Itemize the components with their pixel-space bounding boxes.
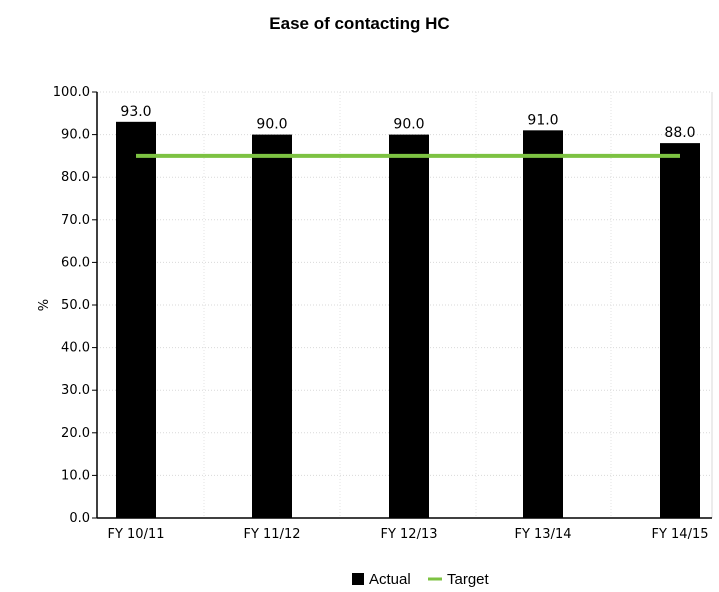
labels-layer: 0.0 10.0 20.0 30.0 40.0 50.0 60.0 70.0 80.0 90.0 1… xyxy=(37,85,709,542)
x-tick-label: FY 10/11 xyxy=(107,527,164,542)
legend-label-actual: Actual xyxy=(369,571,411,588)
x-tick-label: FY 12/13 xyxy=(380,527,437,542)
legend-label-target: Target xyxy=(447,571,490,588)
bar-actual xyxy=(523,130,563,518)
y-tick-label: 40.0 xyxy=(61,341,90,356)
bar-data-label: 90.0 xyxy=(256,117,287,133)
legend-swatch-actual xyxy=(352,573,364,585)
grid-layer xyxy=(97,91,713,518)
y-tick-label: 60.0 xyxy=(61,255,90,270)
legend: Actual Target xyxy=(352,571,490,588)
bar-data-label: 93.0 xyxy=(120,104,151,120)
y-tick-label: 0.0 xyxy=(69,511,90,526)
y-tick-label: 100.0 xyxy=(53,85,90,100)
y-tick-label: 80.0 xyxy=(61,170,90,185)
y-axis-label: % xyxy=(37,299,52,311)
y-tick-label: 70.0 xyxy=(61,213,90,228)
x-tick-label: FY 13/14 xyxy=(514,527,571,542)
bar-actual xyxy=(116,121,156,518)
x-tick-label: FY 11/12 xyxy=(243,527,300,542)
y-tick-label: 50.0 xyxy=(61,298,90,313)
bar-data-label: 88.0 xyxy=(664,125,695,141)
bar-actual xyxy=(389,134,429,518)
bar-actual xyxy=(252,134,292,518)
y-tick-label: 10.0 xyxy=(61,468,90,483)
bar-actual xyxy=(660,143,700,518)
x-tick-label: FY 14/15 xyxy=(651,527,708,542)
axes-layer xyxy=(92,91,712,519)
y-tick-label: 20.0 xyxy=(61,426,90,441)
y-tick-label: 90.0 xyxy=(61,128,90,143)
y-tick-label: 30.0 xyxy=(61,383,90,398)
chart-title: Ease of contacting HC xyxy=(269,14,450,33)
bar-data-label: 91.0 xyxy=(527,112,558,128)
bars-layer xyxy=(116,121,700,518)
bar-data-label: 90.0 xyxy=(393,117,424,133)
